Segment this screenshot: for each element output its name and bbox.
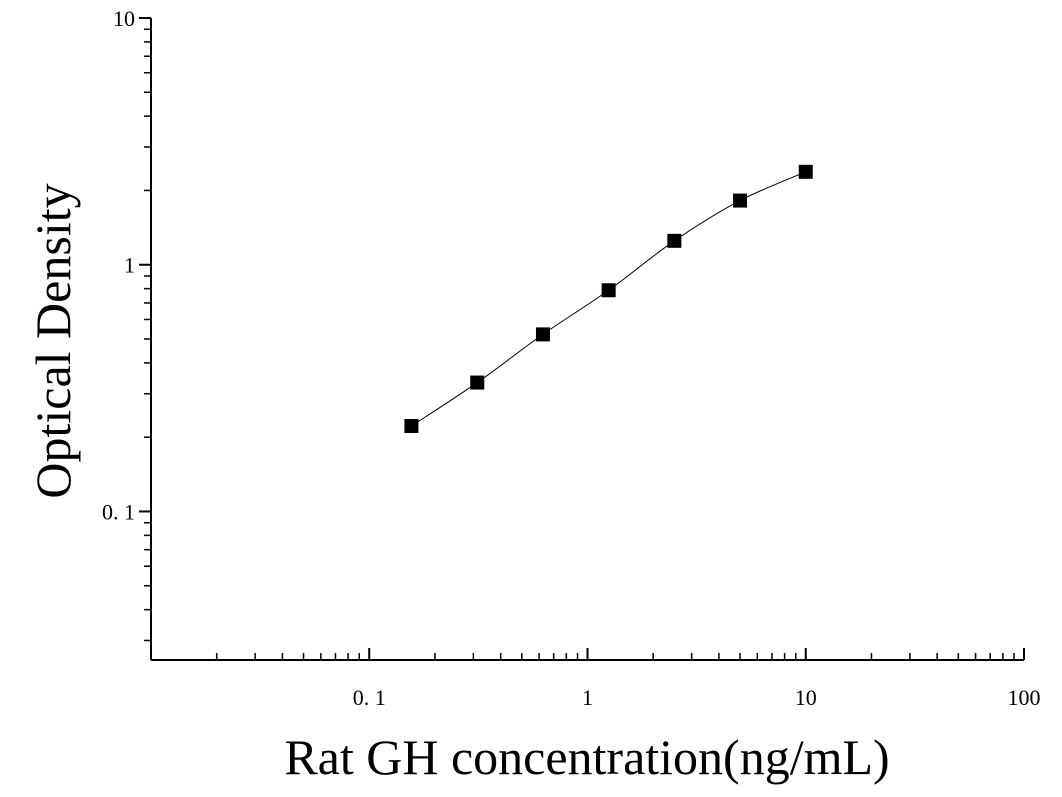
y-tick-label: 10 <box>113 6 135 31</box>
y-axis-ticks: 0. 1 1 10 <box>102 6 151 642</box>
data-point <box>798 164 813 179</box>
x-axis-title: Rat GH concentration(ng/mL) <box>284 729 889 785</box>
x-axis-ticks: 0. 1 1 10 100 <box>215 648 1041 710</box>
x-tick-label: 1 <box>582 685 593 710</box>
data-point <box>667 233 682 248</box>
data-point <box>733 193 748 208</box>
data-point <box>404 419 419 434</box>
data-point <box>601 283 616 298</box>
data-points <box>404 164 813 434</box>
axes <box>150 18 1024 661</box>
x-tick-label: 0. 1 <box>353 685 386 710</box>
x-tick-label: 100 <box>1008 685 1041 710</box>
y-tick-label: 1 <box>124 253 135 278</box>
data-point <box>535 327 550 342</box>
y-tick-label: 0. 1 <box>102 499 135 524</box>
y-axis-title: Optical Density <box>25 183 81 498</box>
data-point <box>470 375 485 390</box>
x-tick-label: 10 <box>795 685 817 710</box>
